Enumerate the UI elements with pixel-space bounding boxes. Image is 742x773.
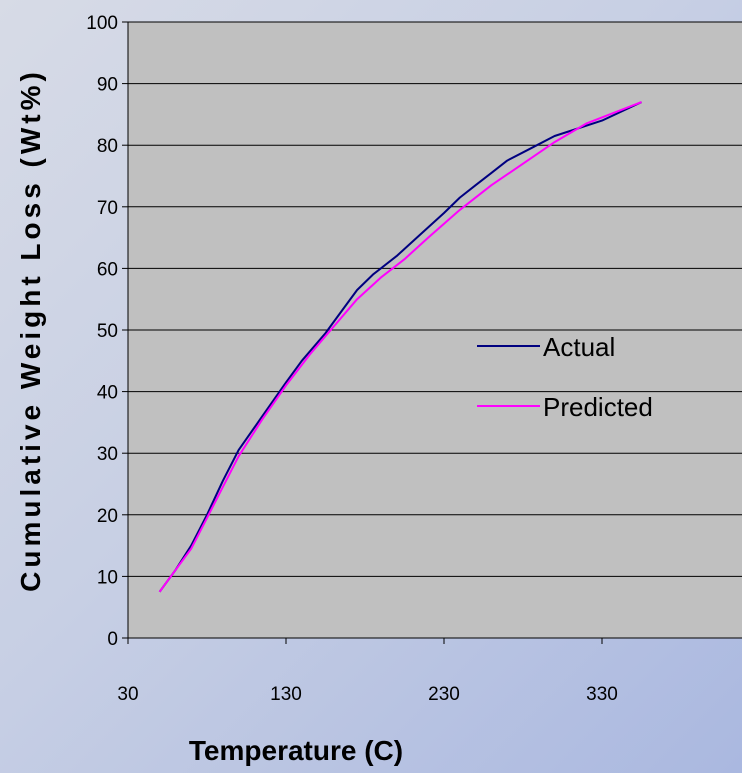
y-tick-label-20: 20 [97, 506, 118, 527]
y-tick-label-90: 90 [97, 75, 118, 96]
y-tick-label-30: 30 [97, 444, 118, 465]
x-axis-title: Temperature (C) [189, 735, 403, 766]
x-tick-label-30: 30 [117, 684, 138, 705]
y-tick-label-100: 100 [86, 13, 118, 34]
y-tick-label-40: 40 [97, 383, 118, 404]
tick-labels: 0 10 20 30 40 50 60 70 80 90 100 30 130 230 330 [86, 13, 618, 705]
x-tick-label-330: 330 [586, 684, 618, 705]
legend-label-actual: Actual [543, 332, 615, 362]
series-line-actual [158, 101, 642, 593]
series-line-predicted [158, 101, 642, 593]
legend: Actual Predicted [477, 332, 653, 422]
y-tick-label-10: 10 [97, 567, 118, 588]
y-tick-label-70: 70 [97, 198, 118, 219]
axes [122, 21, 742, 644]
x-tick-label-130: 130 [270, 684, 302, 705]
y-tick-label-80: 80 [97, 136, 118, 157]
y-axis-title: Cumulative Weight Loss (Wt%) [15, 68, 46, 592]
y-tick-label-50: 50 [97, 321, 118, 342]
x-tick-label-230: 230 [428, 684, 460, 705]
gridlines [128, 21, 742, 577]
y-tick-label-0: 0 [107, 629, 118, 650]
y-tick-label-60: 60 [97, 259, 118, 280]
legend-label-predicted: Predicted [543, 392, 653, 422]
series-lines [158, 101, 642, 593]
